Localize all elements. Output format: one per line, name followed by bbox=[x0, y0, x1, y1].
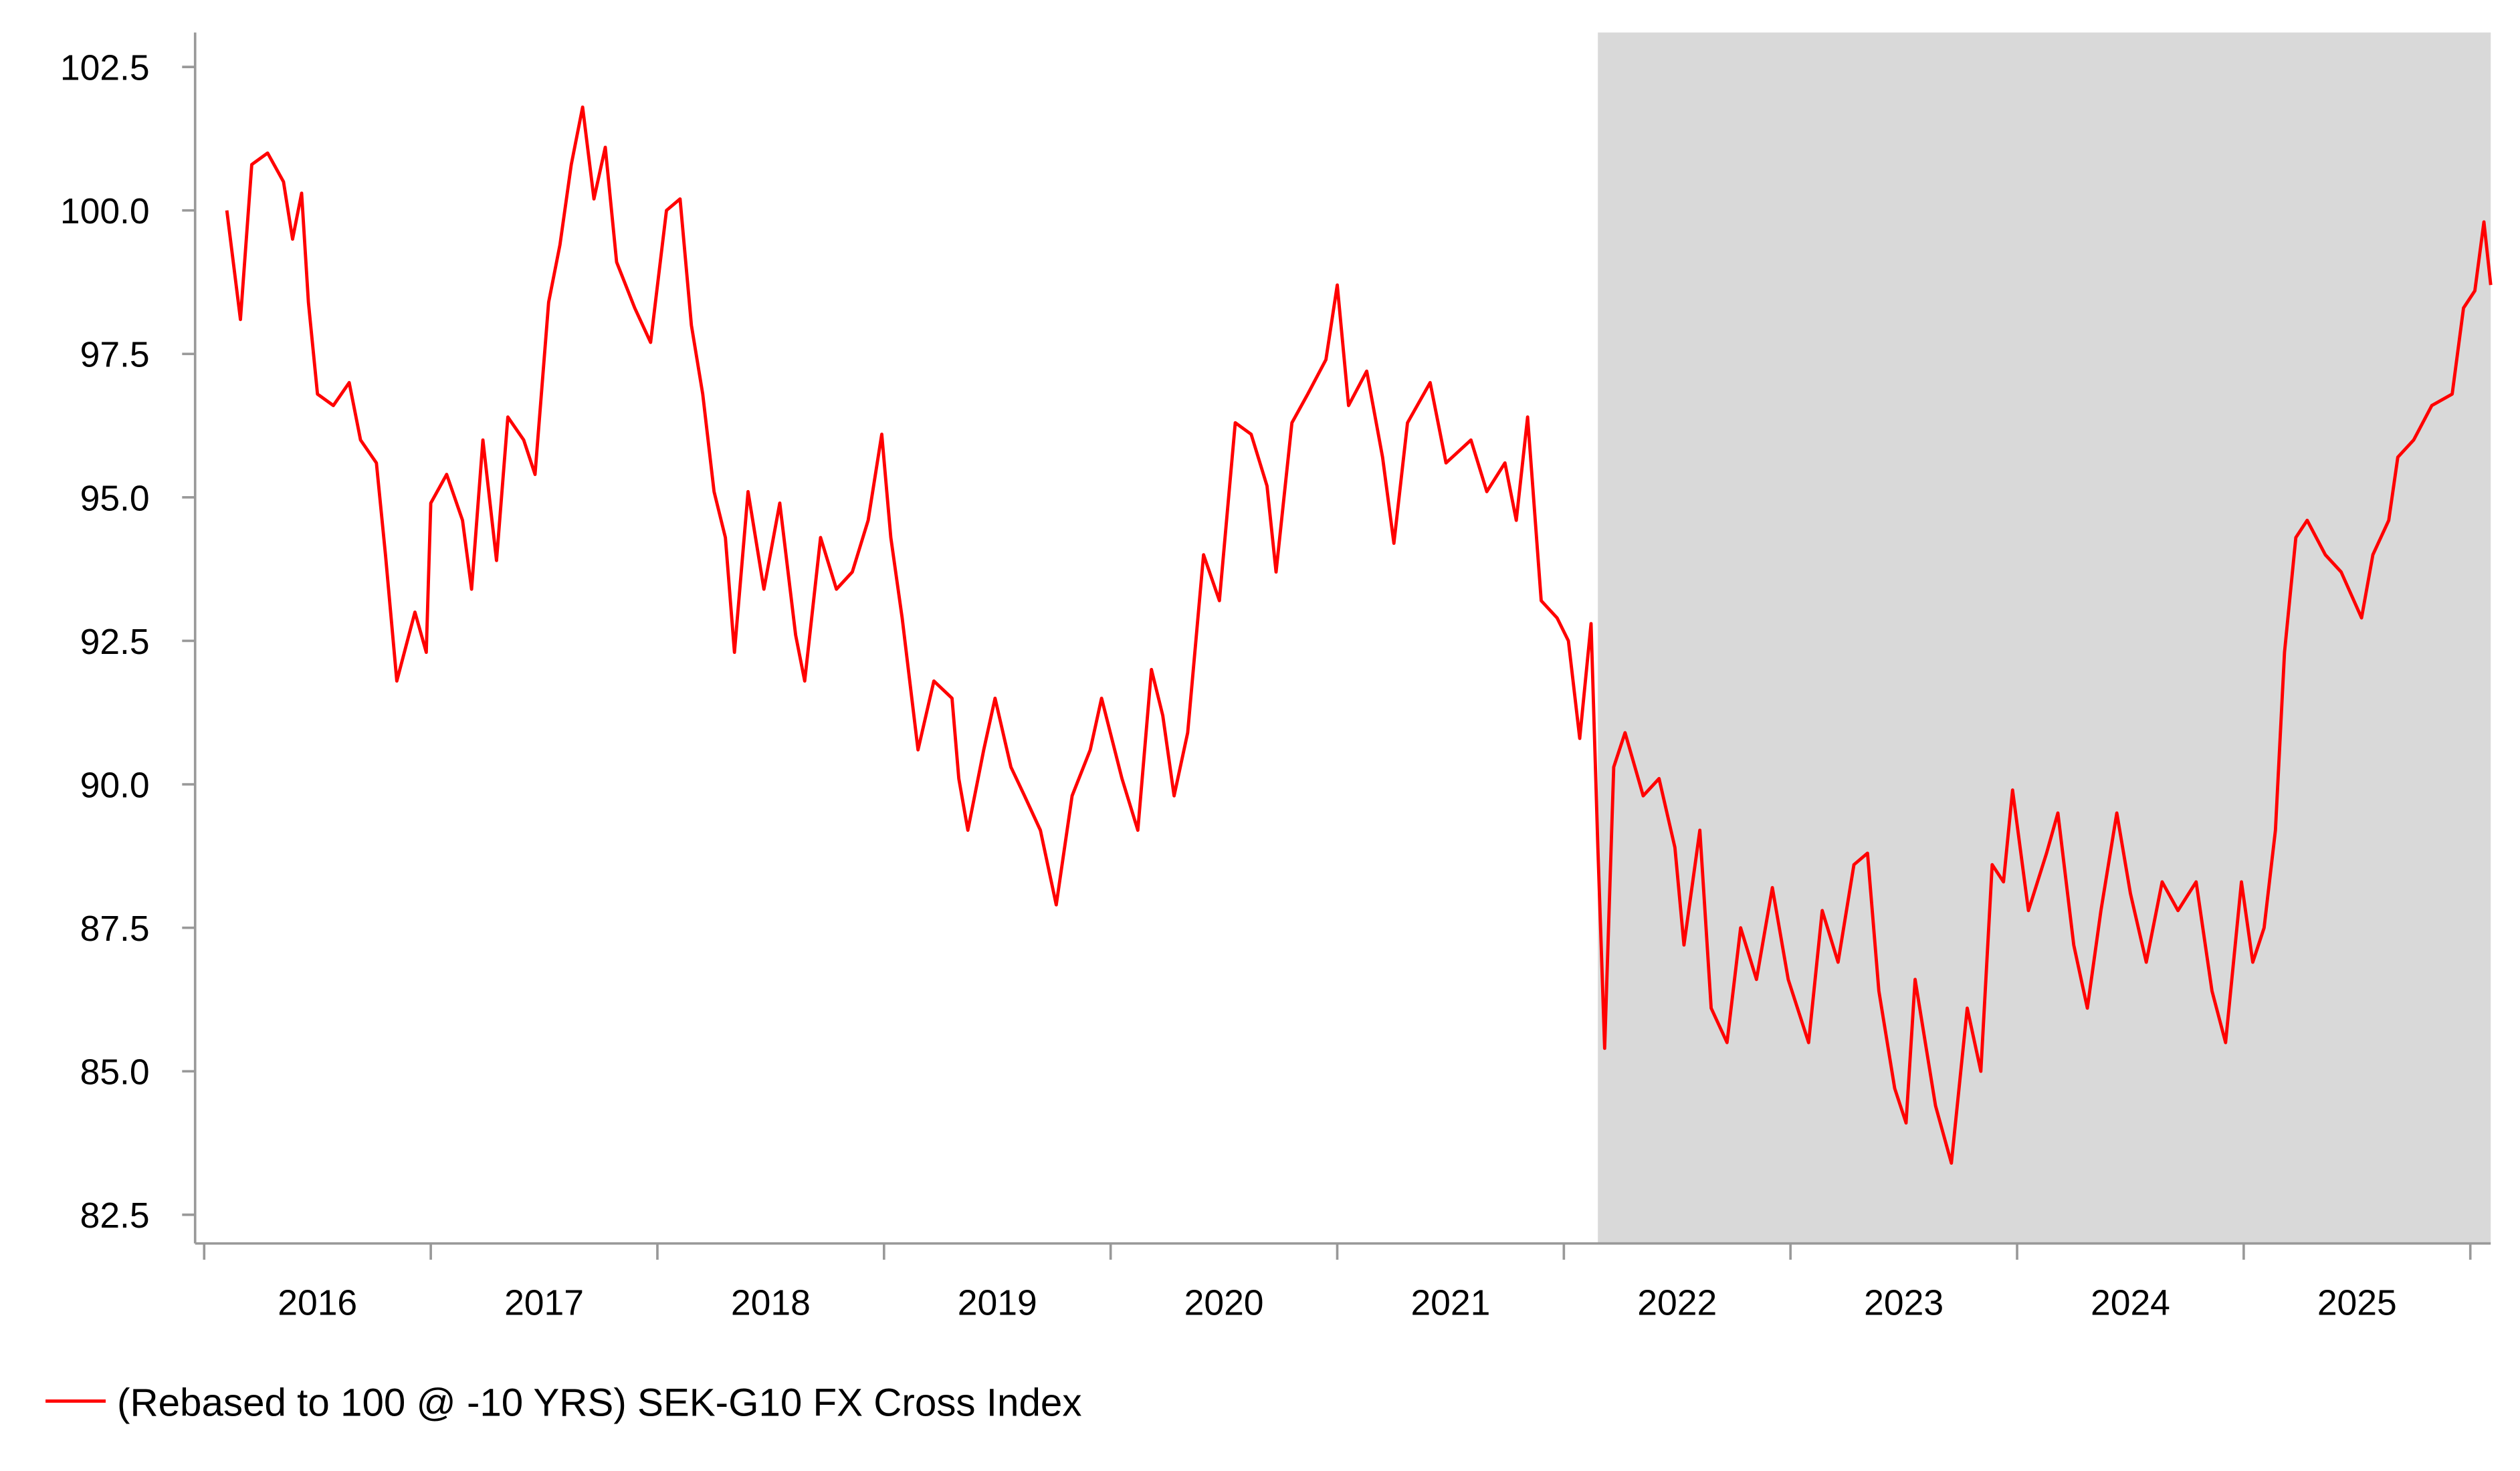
x-tick-label: 2021 bbox=[1410, 1284, 1490, 1323]
y-tick-label: 92.5 bbox=[80, 623, 150, 662]
x-tick-label: 2017 bbox=[504, 1284, 584, 1323]
x-tick-label: 2024 bbox=[2091, 1284, 2170, 1323]
x-tick-label: 2019 bbox=[958, 1284, 1037, 1323]
y-tick-label: 100.0 bbox=[60, 192, 150, 231]
y-tick-label: 87.5 bbox=[80, 909, 150, 949]
x-tick-label: 2025 bbox=[2317, 1284, 2397, 1323]
legend-label: (Rebased to 100 @ -10 YRS) SEK-G10 FX Cr… bbox=[117, 1381, 1081, 1424]
y-tick-label: 85.0 bbox=[80, 1053, 150, 1093]
y-tick-label: 102.5 bbox=[60, 49, 150, 88]
y-tick-label: 97.5 bbox=[80, 336, 150, 375]
x-tick-label: 2023 bbox=[1864, 1284, 1944, 1323]
y-tick-label: 95.0 bbox=[80, 479, 150, 518]
data-line bbox=[225, 105, 2493, 1165]
x-tick-label: 2018 bbox=[731, 1284, 811, 1323]
x-tick-label: 2016 bbox=[278, 1284, 357, 1323]
y-tick-label: 82.5 bbox=[80, 1196, 150, 1236]
shaded-region bbox=[1598, 32, 2491, 1244]
y-tick-label: 90.0 bbox=[80, 766, 150, 805]
x-tick-label: 2022 bbox=[1637, 1284, 1717, 1323]
x-tick-label: 2020 bbox=[1184, 1284, 1264, 1323]
